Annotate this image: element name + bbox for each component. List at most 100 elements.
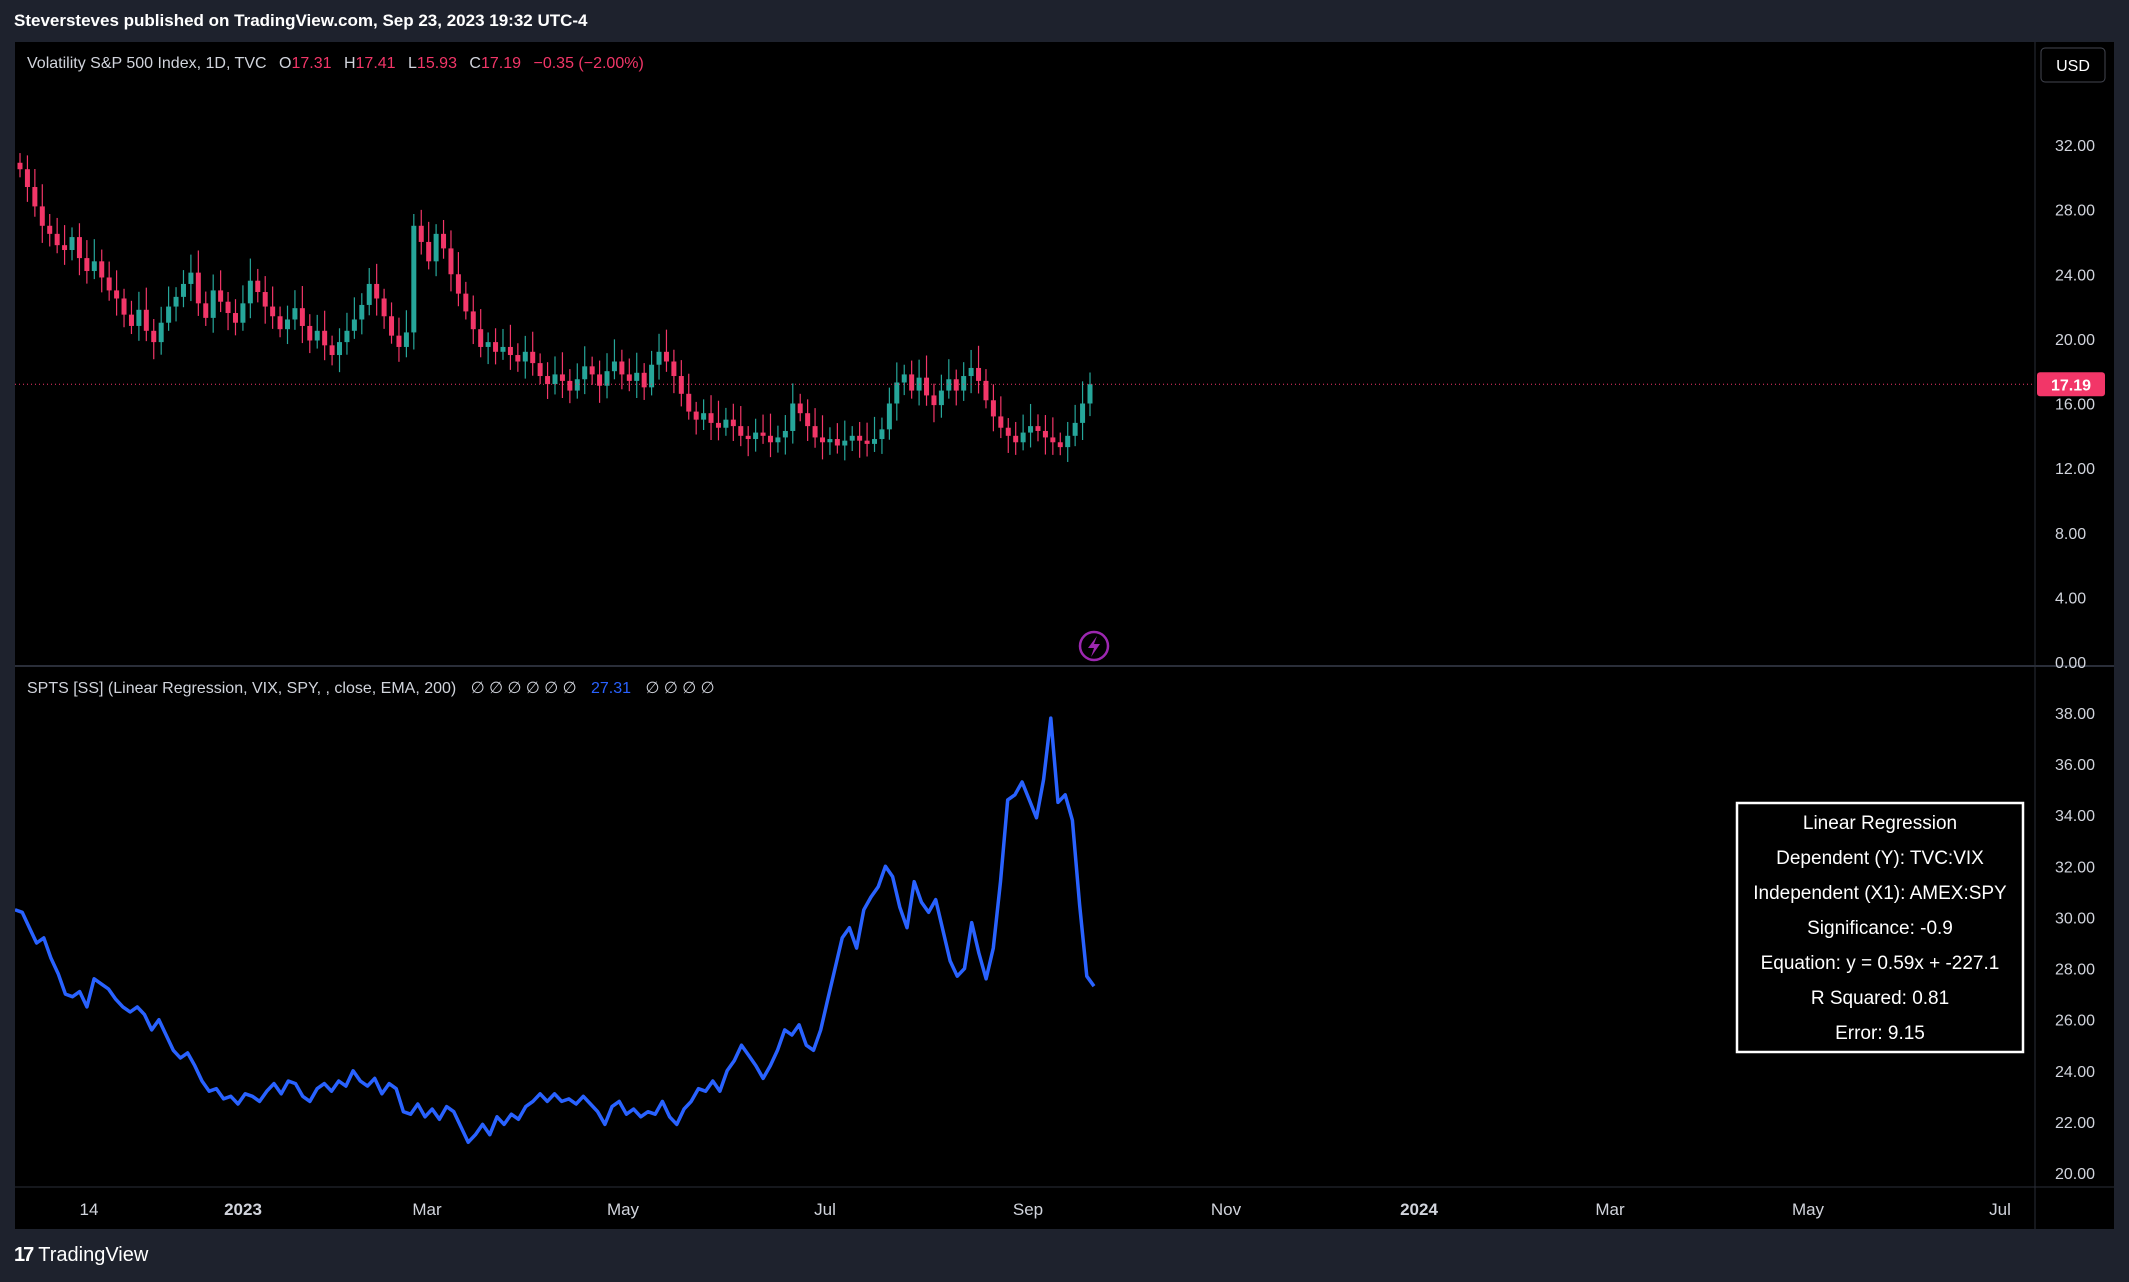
candle[interactable] (961, 362, 967, 401)
candle[interactable] (968, 349, 974, 394)
candle[interactable] (285, 305, 290, 345)
candle[interactable] (47, 214, 53, 247)
candle[interactable] (872, 416, 878, 452)
candle[interactable] (151, 319, 157, 360)
candle[interactable] (433, 224, 439, 277)
tradingview-logo[interactable]: 17 TradingView (14, 1244, 148, 1267)
candle[interactable] (240, 285, 246, 331)
candle[interactable] (931, 383, 937, 423)
candle[interactable] (418, 209, 424, 255)
candle[interactable] (299, 286, 305, 344)
candle[interactable] (121, 288, 127, 328)
candle[interactable] (611, 339, 617, 380)
candle[interactable] (849, 426, 855, 451)
candle[interactable] (671, 349, 677, 394)
brand-name[interactable]: TradingView (38, 1244, 149, 1266)
candle[interactable] (366, 268, 372, 316)
candle[interactable] (1072, 404, 1078, 447)
candle[interactable] (114, 270, 120, 316)
candle[interactable] (359, 293, 365, 335)
candle[interactable] (753, 418, 759, 452)
candle[interactable] (247, 258, 253, 319)
candle[interactable] (106, 261, 112, 301)
candle[interactable] (574, 363, 580, 399)
candle[interactable] (478, 309, 484, 358)
candle[interactable] (54, 217, 60, 254)
candle[interactable] (485, 332, 491, 365)
candle[interactable] (894, 362, 900, 421)
candle[interactable] (1087, 372, 1093, 417)
candle[interactable] (723, 407, 729, 436)
candle[interactable] (1035, 414, 1041, 442)
candle[interactable] (99, 249, 105, 293)
candle[interactable] (307, 314, 313, 354)
candle[interactable] (470, 295, 476, 345)
candle[interactable] (842, 420, 848, 461)
candle[interactable] (790, 383, 796, 444)
candle[interactable] (1057, 432, 1063, 456)
candle[interactable] (351, 297, 357, 339)
candle[interactable] (990, 384, 996, 432)
candle[interactable] (924, 355, 930, 406)
candle[interactable] (552, 356, 558, 395)
candle[interactable] (292, 290, 298, 330)
candle[interactable] (203, 291, 209, 326)
candle[interactable] (1020, 414, 1026, 451)
indicator-line[interactable] (15, 716, 1096, 1145)
candle[interactable] (255, 268, 261, 303)
candle[interactable] (767, 413, 773, 458)
candle[interactable] (619, 349, 625, 390)
candle[interactable] (522, 335, 528, 379)
candle[interactable] (1013, 421, 1019, 455)
candle[interactable] (314, 314, 320, 349)
candlestick-series[interactable] (17, 153, 1093, 462)
candle[interactable] (827, 427, 833, 455)
candle[interactable] (1005, 418, 1011, 453)
candle[interactable] (1080, 381, 1086, 441)
candle[interactable] (663, 329, 669, 372)
tradingview-logo-icon[interactable]: 17 (14, 1244, 34, 1266)
candle[interactable] (782, 415, 788, 455)
chart-svg[interactable]: Volatility S&P 500 Index, 1D, TVC O17.31… (15, 42, 2114, 1229)
candle[interactable] (820, 415, 825, 460)
candle[interactable] (173, 287, 179, 322)
candle[interactable] (17, 153, 23, 178)
candle[interactable] (953, 369, 959, 406)
candle[interactable] (396, 317, 402, 362)
candle[interactable] (455, 252, 461, 307)
candle[interactable] (530, 331, 536, 376)
candle[interactable] (604, 353, 610, 399)
candle[interactable] (403, 310, 409, 358)
candle[interactable] (545, 362, 551, 399)
candle[interactable] (463, 281, 469, 320)
candle[interactable] (24, 155, 30, 202)
candle[interactable] (686, 373, 692, 420)
candle[interactable] (225, 292, 231, 331)
candle[interactable] (641, 363, 647, 400)
candle[interactable] (1065, 421, 1071, 462)
candle[interactable] (69, 227, 75, 261)
candle[interactable] (834, 423, 840, 454)
currency-label[interactable]: USD (2056, 58, 2090, 75)
candle[interactable] (626, 358, 632, 392)
candle[interactable] (232, 299, 238, 336)
candle[interactable] (411, 214, 417, 350)
candle[interactable] (270, 286, 276, 329)
candle[interactable] (634, 352, 640, 399)
candle[interactable] (195, 250, 201, 316)
candle[interactable] (337, 328, 343, 373)
candle[interactable] (537, 353, 543, 385)
candle[interactable] (515, 343, 521, 372)
candle[interactable] (857, 421, 863, 458)
candle[interactable] (441, 220, 447, 259)
candle[interactable] (760, 414, 766, 444)
currency-button[interactable]: USD (2040, 47, 2106, 83)
candle[interactable] (909, 360, 915, 399)
candle[interactable] (730, 403, 736, 441)
candle[interactable] (158, 306, 164, 355)
candle[interactable] (559, 352, 565, 399)
candle[interactable] (210, 274, 216, 333)
candle[interactable] (500, 328, 506, 360)
candle[interactable] (39, 184, 45, 243)
candle[interactable] (693, 401, 699, 435)
